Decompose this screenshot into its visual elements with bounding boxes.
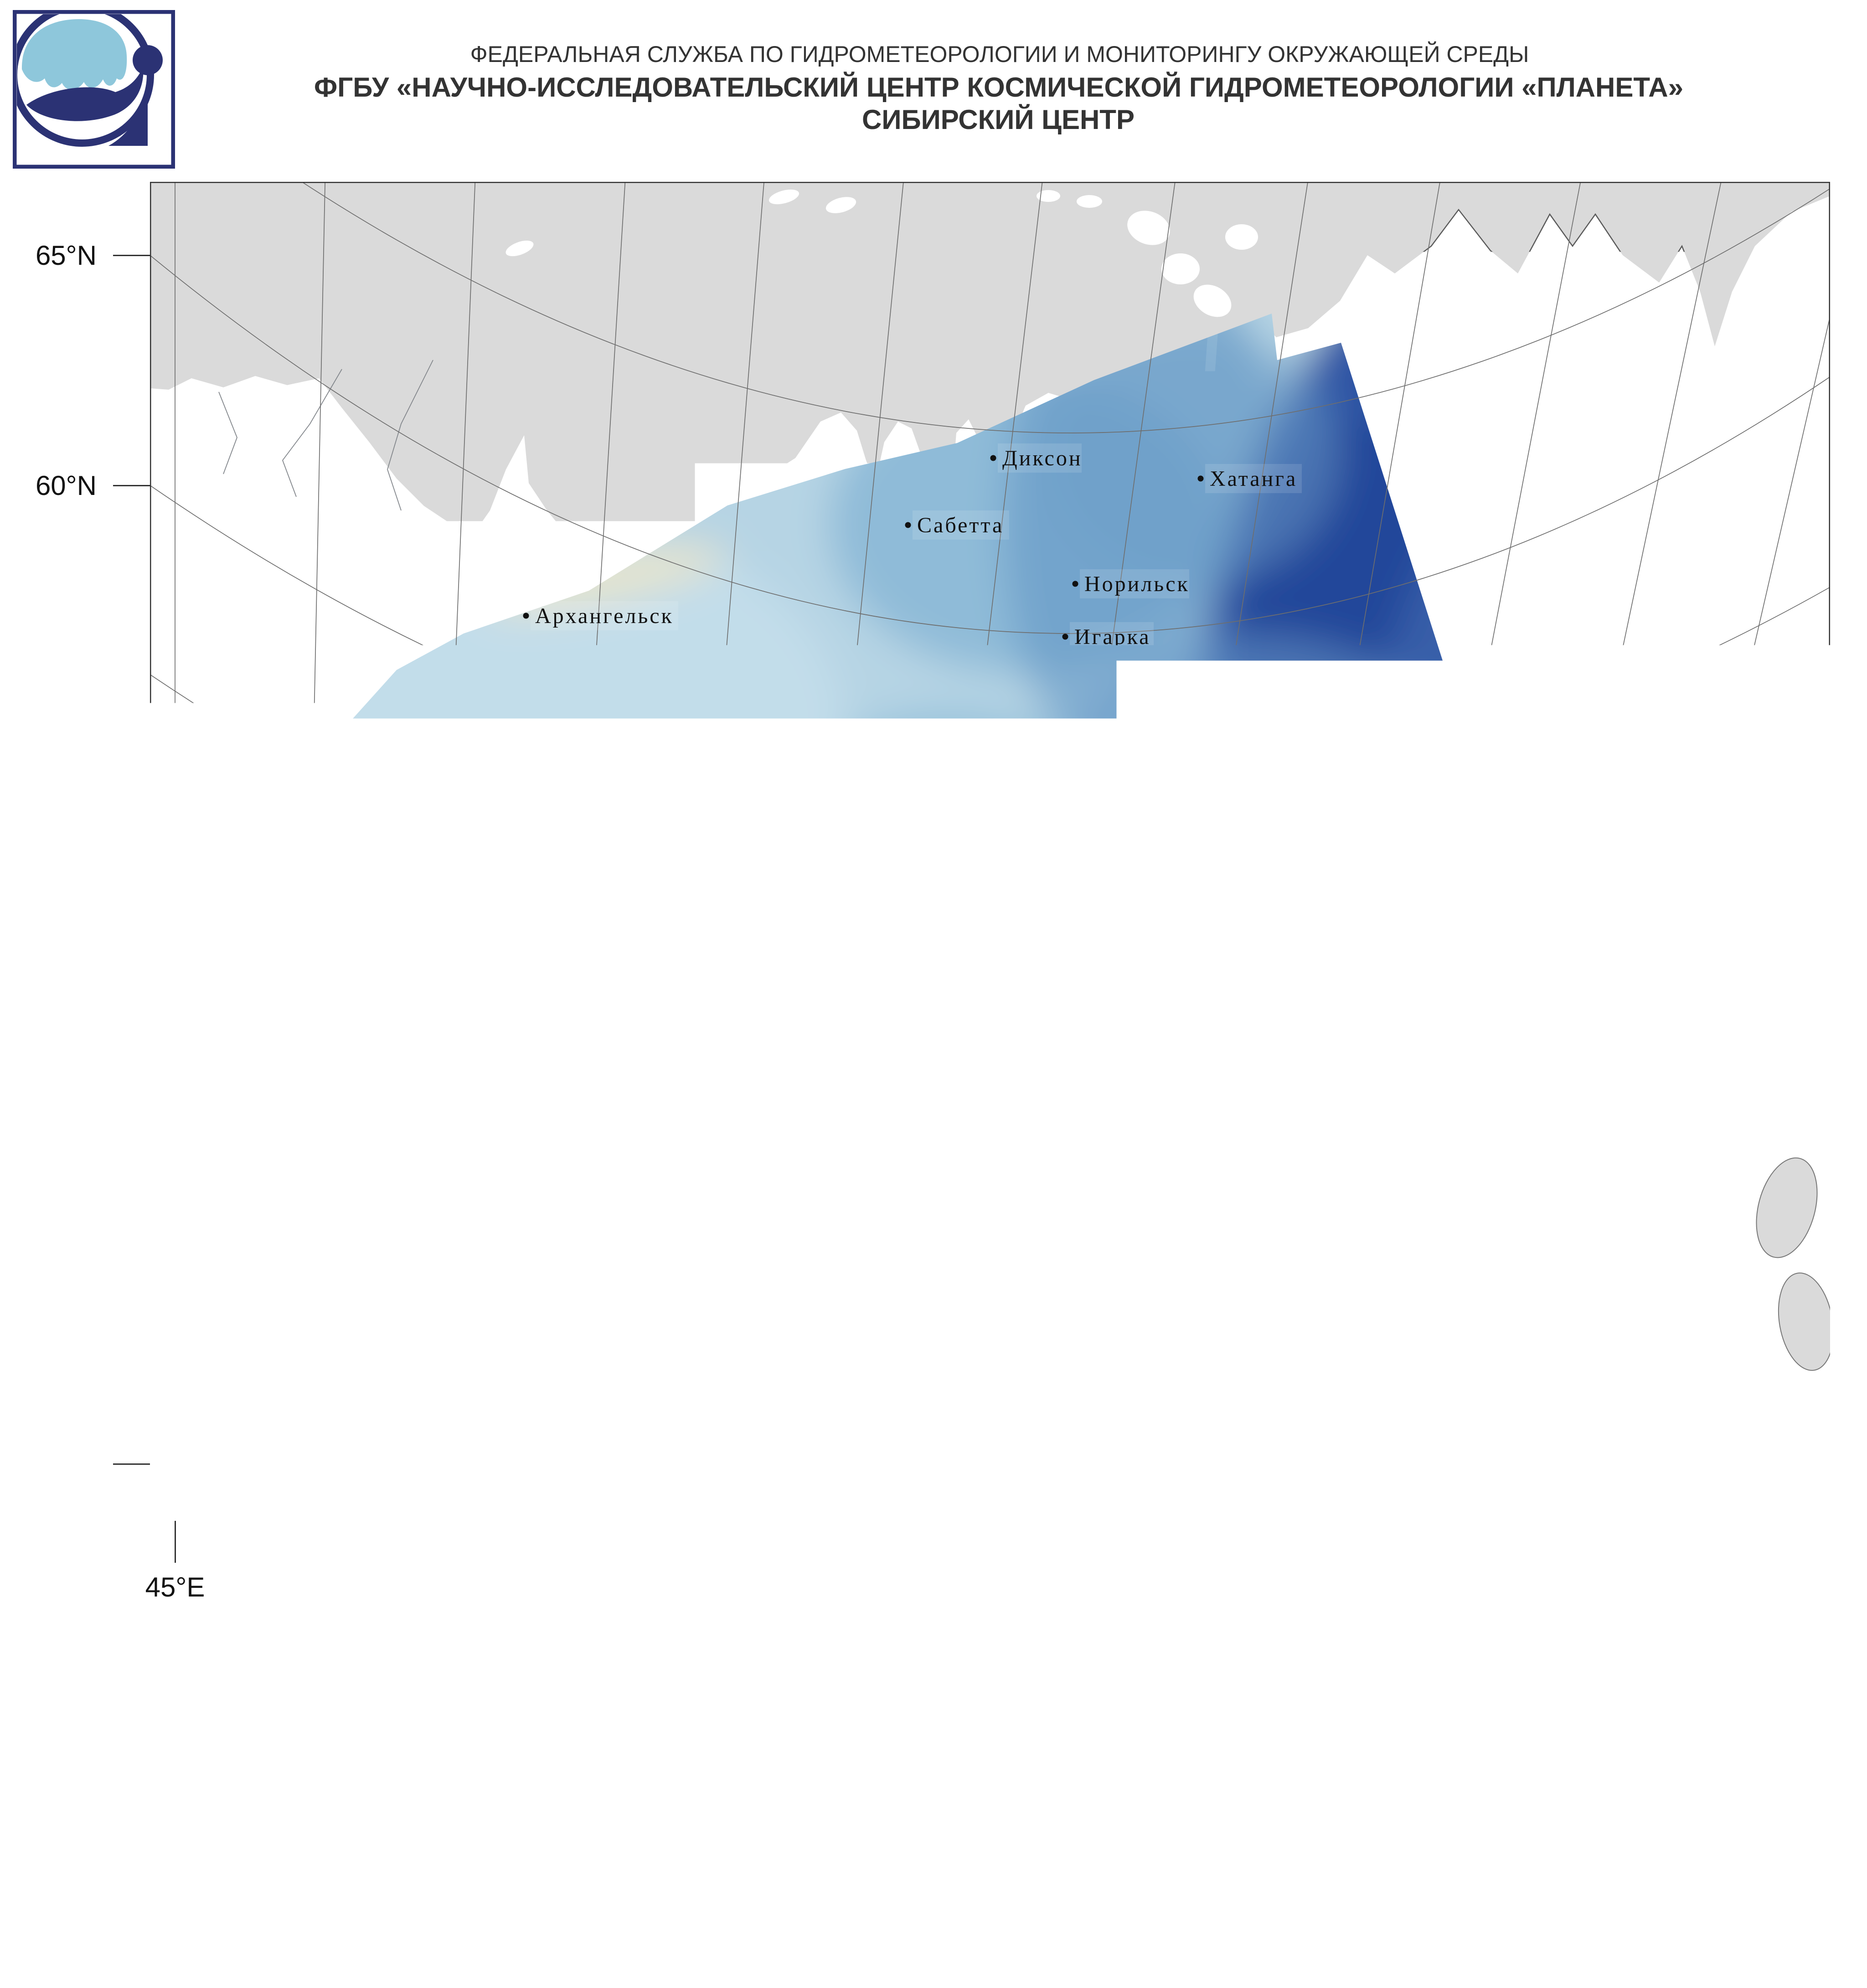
svg-text:Ванавара: Ванавара [1301, 791, 1402, 815]
svg-text:Новосибирск: Новосибирск [1041, 975, 1185, 999]
svg-text:Сивас: Сивас [165, 1166, 229, 1190]
svg-text:Казань: Казань [541, 871, 616, 896]
svg-text:Екатеринбург: Екатеринбург [713, 896, 862, 920]
svg-text:Сыктывкар: Сыктывкар [624, 728, 746, 752]
svg-text:Астана: Астана [853, 1073, 930, 1097]
svg-text:Диксон: Диксон [1002, 446, 1083, 470]
svg-text:Ростов-на-Дону: Ростов-на-Дону [304, 1011, 478, 1035]
svg-text:Абакан: Абакан [1177, 1003, 1256, 1027]
svg-text:Омск: Омск [894, 974, 951, 999]
svg-text:Москва: Москва [386, 798, 467, 822]
svg-text:Кызыл: Кызыл [1234, 1046, 1306, 1071]
svg-text:ИСО: ИСО [1783, 1922, 1811, 1936]
svg-text:Пекин: Пекин [1711, 1218, 1779, 1242]
svg-text:Иркутск: Иркутск [1389, 994, 1480, 1018]
svg-text:Сабетта: Сабетта [917, 513, 1004, 537]
svg-text:Хатанга: Хатанга [1210, 467, 1297, 491]
svg-text:Архангельск: Архангельск [535, 604, 674, 628]
svg-text:Курган: Курган [775, 942, 851, 966]
svg-text:Чимбай: Чимбай [612, 1251, 695, 1275]
svg-text:Урумчи: Урумчи [1140, 1266, 1223, 1290]
svg-text:С.Енисейск: С.Енисейск [1176, 819, 1303, 843]
svg-text:Душанбе: Душанбе [767, 1399, 865, 1423]
svg-text:Ханты-Мансийск: Ханты-Мансийск [853, 805, 1042, 829]
svg-text:Туруханск: Туруханск [1091, 674, 1205, 698]
svg-text:Красноярск: Красноярск [1187, 932, 1314, 956]
svg-text:П.Тунгуска: П.Тунгуска [1131, 790, 1255, 814]
svg-text:Атырау: Атырау [501, 1102, 582, 1126]
svg-text:Ашхабад: Ашхабад [552, 1371, 650, 1396]
svg-text:Тегеран: Тегеран [392, 1383, 478, 1407]
svg-text:Норильск: Норильск [1084, 572, 1190, 596]
svg-text:Воронеж: Воронеж [355, 905, 451, 929]
svg-text:Улан-Батор: Улан-Батор [1466, 1090, 1590, 1114]
svg-text:Ставрополь: Ставрополь [317, 1083, 444, 1107]
svg-text:Бишкек: Бишкек [893, 1295, 975, 1319]
svg-text:Чита: Чита [1531, 948, 1583, 972]
svg-text:9001: 9001 [1783, 1936, 1811, 1950]
svg-text:Игарка: Игарка [1074, 625, 1151, 649]
svg-text:Усть-Илимск: Усть-Илимск [1329, 853, 1471, 877]
